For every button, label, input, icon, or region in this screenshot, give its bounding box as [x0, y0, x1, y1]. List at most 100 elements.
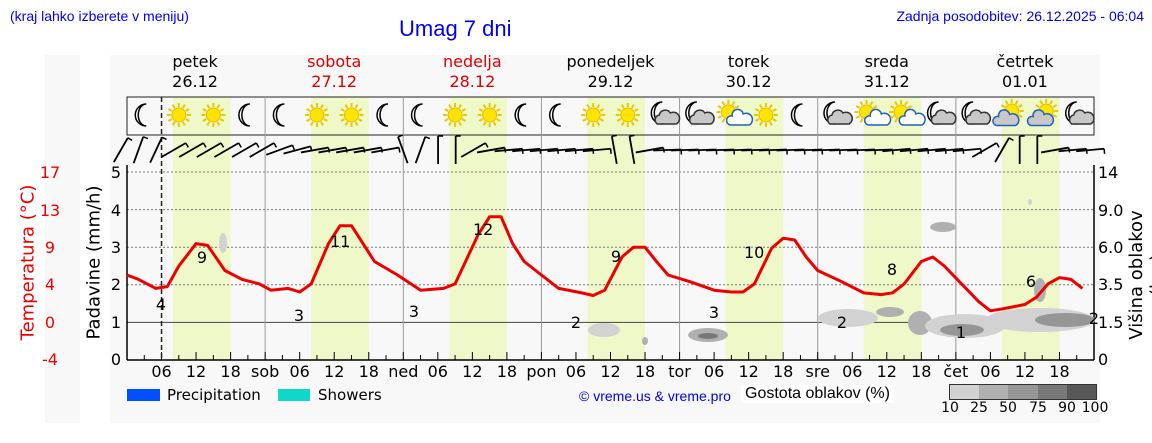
- day-name: torek: [727, 52, 770, 71]
- precip-tick: 1: [110, 313, 122, 332]
- temp-axis-panel: [45, 55, 80, 423]
- sun-icon: [201, 103, 226, 127]
- x-tick: 12: [324, 362, 345, 381]
- precipitation-swatch: [127, 389, 160, 401]
- day-date: 01.01: [1002, 72, 1048, 91]
- day-header: ponedeljek 29.12: [541, 52, 679, 92]
- moon-cloud-icon: [823, 101, 853, 125]
- day-date: 30.12: [725, 72, 772, 91]
- cloud-density-tick: 100: [1081, 400, 1109, 416]
- day-date: 28.12: [449, 72, 496, 91]
- sun-cloud-icon: [716, 100, 754, 126]
- x-tick: 18: [220, 362, 241, 381]
- day-date: 29.12: [587, 72, 634, 91]
- x-tick: 12: [185, 362, 207, 381]
- temp-annotation: 10: [744, 243, 765, 262]
- precip-tick: 5: [110, 163, 122, 182]
- x-tick: tor: [668, 362, 691, 381]
- sun-icon: [443, 103, 468, 127]
- x-tick: čet: [943, 362, 969, 381]
- temp-annotation: 12: [473, 220, 494, 239]
- region-hint[interactable]: (kraj lahko izberete v meniju): [10, 8, 189, 24]
- precipitation-legend-label: Precipitation: [167, 386, 261, 404]
- day-name: petek: [172, 52, 218, 71]
- x-tick: sre: [805, 362, 830, 381]
- temp-annotation: 3: [708, 303, 720, 322]
- precip-axis-label: Padavine (mm/h): [83, 185, 105, 340]
- day-name: ponedeljek: [566, 52, 655, 71]
- sun-icon: [339, 103, 364, 127]
- cloud-density-swatch: [1037, 385, 1067, 399]
- x-tick: 06: [842, 362, 863, 381]
- cloud-density-tick: 90: [1058, 400, 1076, 416]
- temp-annotation: 9: [610, 247, 622, 266]
- sun-icon: [615, 103, 640, 127]
- x-tick: 12: [462, 362, 483, 381]
- cloud-height-tick: 1.5: [1098, 313, 1124, 332]
- sun-cloud-icon: [889, 100, 926, 126]
- temp-annotation: 2: [836, 313, 848, 332]
- temp-annotation: 6: [1025, 272, 1037, 291]
- cloud-density-swatch: [979, 385, 1009, 399]
- precip-tick: 0: [110, 350, 122, 369]
- day-date: 31.12: [863, 72, 910, 91]
- showers-swatch: [278, 389, 310, 401]
- cloud-height-tick: 14: [1098, 163, 1119, 182]
- temp-annotation: 3: [408, 302, 420, 321]
- day-name: četrtek: [996, 52, 1054, 71]
- temp-annotation: 2: [1088, 309, 1100, 328]
- cloud-density-tick: 50: [999, 400, 1017, 416]
- day-header: nedelja 28.12: [403, 52, 541, 92]
- precip-tick: 4: [110, 201, 122, 220]
- cloud-density-tick: 75: [1029, 400, 1047, 416]
- day-name: sobota: [307, 52, 362, 71]
- cloud-height-tick: 3.5: [1098, 275, 1124, 294]
- temp-annotation: 9: [196, 248, 208, 267]
- moon-cloud-icon: [961, 101, 992, 125]
- x-tick: 06: [151, 362, 172, 381]
- x-tick: 18: [496, 362, 518, 381]
- copyright-link[interactable]: © vreme.us & vreme.pro: [579, 388, 731, 404]
- cloud-sun-icon: [1026, 99, 1059, 127]
- sun-icon: [304, 103, 329, 127]
- temp-annotation: 4: [155, 295, 167, 314]
- cloud-height-tick: 9.0: [1098, 201, 1124, 220]
- temp-tick: 9: [44, 238, 56, 257]
- temp-tick: 13: [39, 201, 61, 220]
- x-tick: 18: [772, 362, 794, 381]
- moon-cloud-icon: [685, 101, 715, 125]
- x-tick: 06: [565, 362, 587, 381]
- moon-icon: [790, 103, 803, 127]
- day-header: torek 30.12: [680, 52, 818, 92]
- cloud-density-swatch: [1066, 385, 1097, 399]
- day-header: sobota 27.12: [265, 52, 403, 92]
- precip-tick: 3: [110, 238, 122, 257]
- sun-icon: [477, 103, 502, 127]
- sun-icon: [166, 103, 191, 127]
- cloud-density-swatch: [950, 385, 980, 399]
- day-name: sreda: [864, 52, 909, 71]
- x-tick: 06: [427, 362, 448, 381]
- x-tick: 06: [289, 362, 310, 381]
- moon-cloud-icon: [650, 101, 681, 125]
- moon-icon: [549, 103, 561, 127]
- sun-icon: [581, 103, 606, 127]
- temp-tick: 17: [39, 163, 61, 182]
- last-update: Zadnja posodobitev: 26.12.2025 - 06:04: [896, 8, 1144, 24]
- x-tick: sob: [251, 362, 280, 381]
- cloud-height-tick: 6.0: [1098, 238, 1124, 257]
- cloud-height-tick: 0: [1098, 350, 1109, 369]
- cloud-sun-icon: [992, 99, 1024, 127]
- cloud-density-scale: [949, 384, 1097, 400]
- showers-legend-label: Showers: [318, 386, 382, 404]
- temp-tick: 4: [44, 275, 56, 294]
- temp-annotation: 11: [330, 232, 351, 251]
- temp-tick: -4: [42, 350, 58, 369]
- day-header: četrtek 01.01: [956, 52, 1094, 92]
- sun-cloud-icon: [854, 100, 892, 126]
- page-title: Umag 7 dni: [399, 16, 512, 41]
- x-tick: pon: [526, 362, 557, 381]
- moon-cloud-icon: [926, 101, 957, 125]
- sun-icon: [753, 103, 778, 127]
- x-tick: 18: [358, 362, 379, 381]
